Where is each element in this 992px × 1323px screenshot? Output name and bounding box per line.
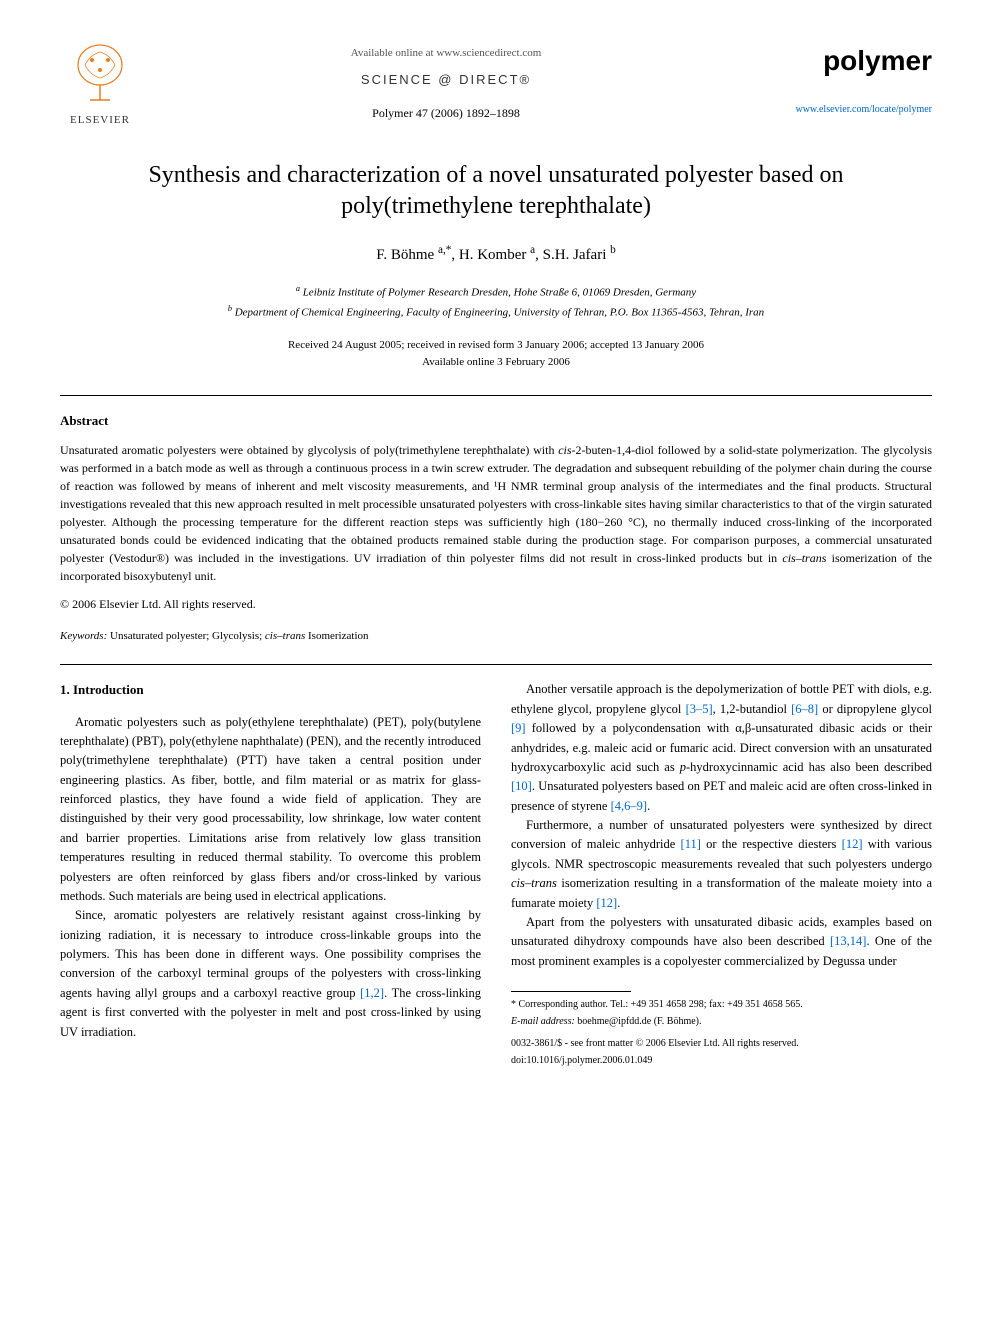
- footnote-separator: [511, 991, 631, 992]
- keywords-line: Keywords: Unsaturated polyester; Glycoly…: [60, 628, 932, 645]
- affiliations: a Leibniz Institute of Polymer Research …: [60, 282, 932, 323]
- header-center: Available online at www.sciencedirect.co…: [140, 40, 752, 122]
- article-title: Synthesis and characterization of a nove…: [60, 160, 932, 222]
- abstract-body: Unsaturated aromatic polyesters were obt…: [60, 441, 932, 585]
- citation-link[interactable]: [11]: [681, 837, 701, 851]
- citation-link[interactable]: [4,6–9]: [611, 799, 647, 813]
- article-dates: Received 24 August 2005; received in rev…: [60, 337, 932, 370]
- dates-received: Received 24 August 2005; received in rev…: [60, 337, 932, 354]
- corresponding-author: * Corresponding author. Tel.: +49 351 46…: [511, 998, 932, 1012]
- citation-link[interactable]: [12]: [596, 896, 617, 910]
- affiliation-b: b Department of Chemical Engineering, Fa…: [60, 302, 932, 322]
- article-body: 1. Introduction Aromatic polyesters such…: [60, 680, 932, 1068]
- citation-link[interactable]: [1,2]: [360, 986, 384, 1000]
- citation-link[interactable]: [13,14]: [830, 934, 866, 948]
- paragraph: Since, aromatic polyesters are relativel…: [60, 906, 481, 1042]
- abstract-heading: Abstract: [60, 411, 932, 431]
- available-online-text: Available online at www.sciencedirect.co…: [140, 45, 752, 62]
- sciencedirect-logo: SCIENCE @ DIRECT®: [140, 70, 752, 90]
- citation-link[interactable]: [12]: [842, 837, 863, 851]
- paragraph: Another versatile approach is the depoly…: [511, 680, 932, 816]
- citation-link[interactable]: [10]: [511, 779, 532, 793]
- email-line: E-mail address: boehme@ipfdd.de (F. Böhm…: [511, 1015, 932, 1029]
- journal-brand-block: polymer www.elsevier.com/locate/polymer: [752, 40, 932, 117]
- page-header: ELSEVIER Available online at www.science…: [60, 40, 932, 130]
- issn-line: 0032-3861/$ - see front matter © 2006 El…: [511, 1037, 932, 1051]
- dates-online: Available online 3 February 2006: [60, 354, 932, 371]
- introduction-heading: 1. Introduction: [60, 680, 481, 700]
- doi-line: doi:10.1016/j.polymer.2006.01.049: [511, 1054, 932, 1068]
- journal-url[interactable]: www.elsevier.com/locate/polymer: [752, 102, 932, 117]
- journal-reference: Polymer 47 (2006) 1892–1898: [140, 104, 752, 122]
- authors-list: F. Böhme a,*, H. Komber a, S.H. Jafari b: [60, 242, 932, 267]
- paragraph: Apart from the polyesters with unsaturat…: [511, 913, 932, 971]
- copyright-line: © 2006 Elsevier Ltd. All rights reserved…: [60, 595, 932, 613]
- tree-icon: [70, 40, 130, 110]
- elsevier-logo: ELSEVIER: [60, 40, 140, 130]
- publisher-name: ELSEVIER: [70, 112, 130, 129]
- citation-link[interactable]: [6–8]: [791, 702, 818, 716]
- affiliation-a: a Leibniz Institute of Polymer Research …: [60, 282, 932, 302]
- keywords-label: Keywords:: [60, 630, 107, 642]
- citation-link[interactable]: [9]: [511, 721, 526, 735]
- rule-bottom: [60, 664, 932, 665]
- paragraph: Furthermore, a number of unsaturated pol…: [511, 816, 932, 913]
- citation-link[interactable]: [3–5]: [686, 702, 713, 716]
- rule-top: [60, 395, 932, 396]
- paragraph: Aromatic polyesters such as poly(ethylen…: [60, 713, 481, 907]
- keywords-text: Unsaturated polyester; Glycolysis; cis–t…: [110, 630, 368, 642]
- footnotes: * Corresponding author. Tel.: +49 351 46…: [511, 998, 932, 1068]
- journal-brand: polymer: [752, 40, 932, 82]
